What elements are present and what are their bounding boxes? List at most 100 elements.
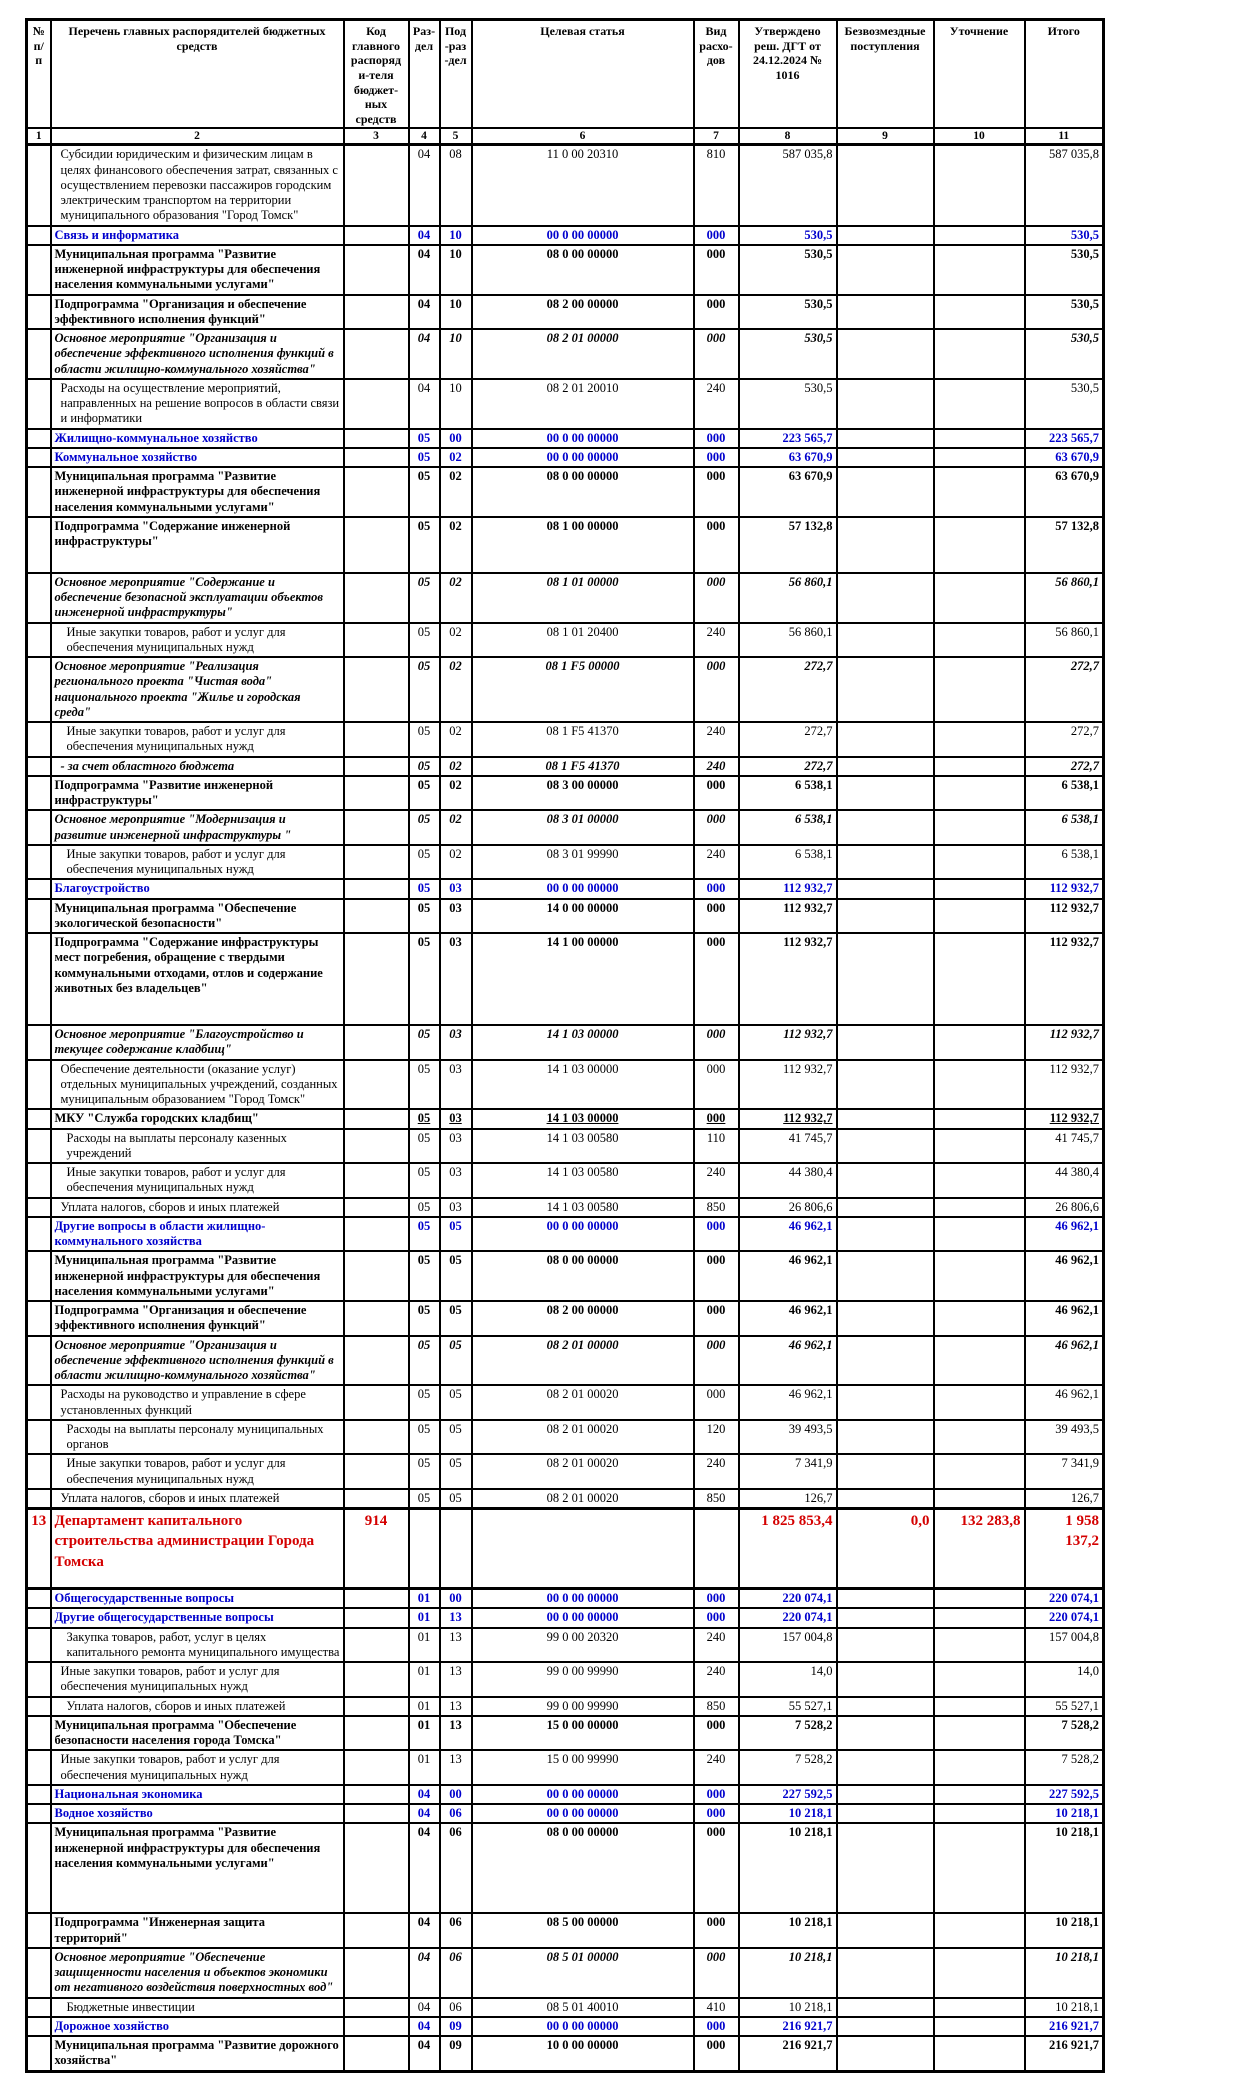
cell-clarification: [932, 515, 1026, 574]
cell-target-article: 10 0 00 00000: [470, 2035, 695, 2073]
cell-razdel: 05: [407, 1127, 441, 1165]
cell-podrazdel: [438, 1507, 473, 1591]
cell-gratuitous: [835, 621, 935, 659]
cell-razdel: 04: [407, 1783, 441, 1806]
cell-gratuitous: [835, 446, 935, 469]
cell-expense-type: 240: [692, 1661, 740, 1698]
cell-podrazdel: 05: [438, 1384, 473, 1421]
cell-gratuitous: [835, 1607, 935, 1629]
cell-row-number: [25, 2035, 52, 2073]
cell-row-number: [25, 1803, 52, 1825]
cell-gratuitous: [835, 243, 935, 296]
cell-row-number: [25, 446, 52, 469]
cell-total: 272,7: [1023, 656, 1105, 724]
cell-total: 55 527,1: [1023, 1695, 1105, 1717]
cell-row-number: [25, 1418, 52, 1456]
column-number: 11: [1023, 127, 1105, 147]
table-row: Жилищно-коммунальное хозяйство 05 00 00 0 0…: [25, 427, 1105, 449]
cell-clarification: [932, 1058, 1026, 1111]
cell-clarification: [932, 1822, 1026, 1915]
cell-podrazdel: 00: [438, 1783, 473, 1806]
cell-expense-type: 240: [692, 721, 740, 758]
cell-gr-name: Дорожное хозяйство: [49, 2015, 345, 2038]
cell-row-number: [25, 515, 52, 574]
table-row: Муниципальная программа "Обеспечение без…: [25, 1714, 1105, 1752]
cell-target-article: 15 0 00 00000: [470, 1714, 695, 1752]
cell-gr-code: [342, 721, 410, 758]
cell-expense-type: 240: [692, 755, 740, 777]
cell-podrazdel: 02: [438, 809, 473, 846]
cell-row-number: [25, 1453, 52, 1490]
table-row: Подпрограмма "Содержание инфраструктуры …: [25, 932, 1105, 1027]
cell-gr-code: [342, 143, 410, 227]
cell-approved: 46 962,1: [737, 1300, 838, 1337]
cell-approved: 220 074,1: [737, 1587, 838, 1610]
cell-gr-name: Основное мероприятие "Модернизация и раз…: [49, 809, 345, 846]
cell-gr-name: Основное мероприятие "Организация и обес…: [49, 1334, 345, 1387]
cell-podrazdel: 13: [438, 1749, 473, 1786]
cell-podrazdel: 05: [438, 1334, 473, 1387]
cell-gr-name: Основное мероприятие "Обеспечение защище…: [49, 1946, 345, 1999]
table-row: Муниципальная программа "Обеспечение эко…: [25, 897, 1105, 935]
cell-gr-name: МКУ "Служба городских кладбищ": [49, 1108, 345, 1130]
cell-podrazdel: 02: [438, 774, 473, 812]
cell-gr-code: [342, 224, 410, 246]
cell-gr-code: [342, 293, 410, 331]
cell-razdel: 04: [407, 1996, 441, 2018]
table-row: Обеспечение деятельности (оказание услуг…: [25, 1058, 1105, 1111]
cell-gratuitous: [835, 293, 935, 331]
cell-approved: 157 004,8: [737, 1626, 838, 1664]
cell-approved: 10 218,1: [737, 1822, 838, 1915]
cell-approved: 46 962,1: [737, 1215, 838, 1253]
cell-total: 7 528,2: [1023, 1749, 1105, 1786]
table-header: № п/п Перечень главных распорядителей бю…: [25, 18, 1105, 147]
cell-podrazdel: 03: [438, 1024, 473, 1061]
cell-gratuitous: [835, 1822, 935, 1915]
cell-target-article: 08 5 01 40010: [470, 1996, 695, 2018]
header-gr-code: Код главного распоряди-теля бюджет-ных с…: [342, 18, 410, 130]
cell-gr-code: [342, 1626, 410, 1664]
header-total: Итого: [1023, 18, 1105, 130]
cell-gratuitous: [835, 1384, 935, 1421]
cell-total: 46 962,1: [1023, 1334, 1105, 1387]
cell-gratuitous: [835, 721, 935, 758]
cell-target-article: 08 1 F5 41370: [470, 755, 695, 777]
cell-gratuitous: [835, 1196, 935, 1218]
cell-gr-code: [342, 1196, 410, 1218]
table-row: Муниципальная программа "Развитие инжене…: [25, 1822, 1105, 1915]
cell-clarification: [932, 1946, 1026, 1999]
cell-expense-type: 000: [692, 466, 740, 518]
cell-clarification: [932, 1714, 1026, 1752]
cell-gratuitous: [835, 1587, 935, 1610]
cell-target-article: 00 0 00 00000: [470, 224, 695, 246]
cell-clarification: [932, 1127, 1026, 1165]
cell-gratuitous: [835, 1215, 935, 1253]
cell-total: 14,0: [1023, 1661, 1105, 1698]
cell-gr-name: Подпрограмма "Содержание инфраструктуры …: [49, 932, 345, 1027]
cell-approved: 39 493,5: [737, 1418, 838, 1456]
cell-target-article: 14 1 03 00580: [470, 1196, 695, 1218]
cell-expense-type: 000: [692, 1714, 740, 1752]
cell-gratuitous: [835, 1946, 935, 1999]
cell-expense-type: 000: [692, 1300, 740, 1337]
cell-podrazdel: 06: [438, 1996, 473, 2018]
cell-row-number: [25, 1714, 52, 1752]
cell-podrazdel: 03: [438, 1108, 473, 1130]
table-row: Дорожное хозяйство 04 09 00 0 00 00000 000 21…: [25, 2015, 1105, 2038]
cell-expense-type: [692, 1507, 740, 1591]
cell-razdel: 04: [407, 2035, 441, 2073]
cell-podrazdel: 10: [438, 224, 473, 246]
cell-gr-name: Муниципальная программа "Развитие дорожн…: [49, 2035, 345, 2073]
cell-total: 126,7: [1023, 1487, 1105, 1510]
cell-clarification: [932, 1024, 1026, 1061]
header-row: № п/п Перечень главных распорядителей бю…: [25, 18, 1105, 130]
cell-approved: 6 538,1: [737, 809, 838, 846]
header-target-article: Целевая статья: [470, 18, 695, 130]
cell-target-article: 14 1 03 00000: [470, 1024, 695, 1061]
cell-clarification: [932, 1250, 1026, 1303]
cell-row-number: [25, 1250, 52, 1303]
cell-gr-code: [342, 621, 410, 659]
cell-total: 46 962,1: [1023, 1300, 1105, 1337]
cell-approved: 6 538,1: [737, 774, 838, 812]
cell-target-article: 00 0 00 00000: [470, 427, 695, 449]
